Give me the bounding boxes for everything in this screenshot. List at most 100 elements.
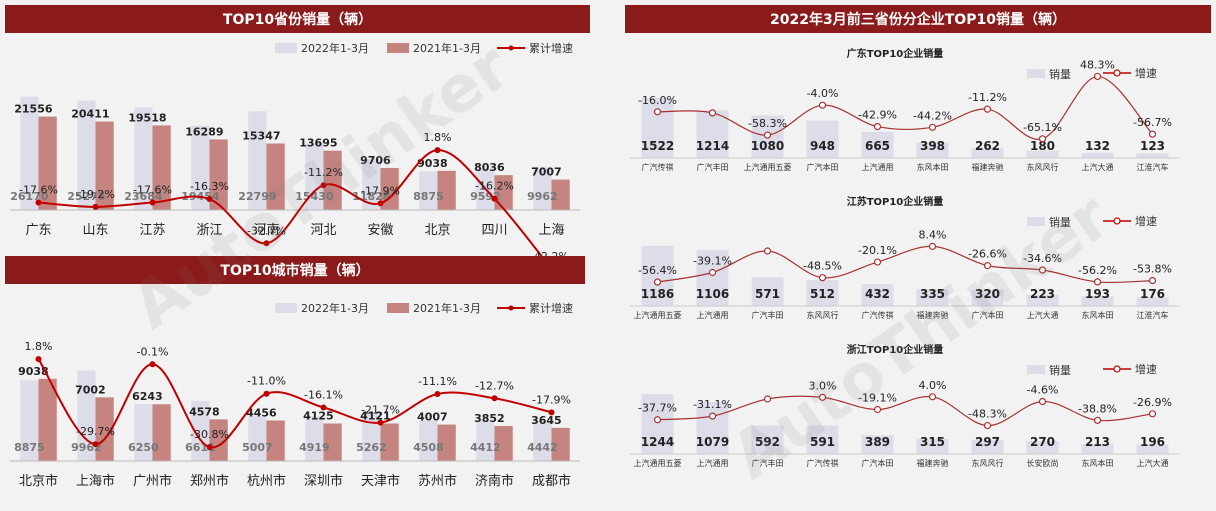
legend-marker-growth: [508, 305, 514, 311]
growth-point: [206, 196, 213, 203]
bar-2022: [77, 100, 96, 210]
growth-point: [92, 203, 99, 210]
growth-point: [434, 147, 441, 154]
legend-label-2021: 2021年1-3月: [413, 41, 481, 55]
bar-2021-label: 4121: [360, 410, 391, 423]
x-tick-label: 上汽通用五菱: [744, 162, 792, 172]
growth-point: [708, 268, 717, 277]
bar-2021: [95, 121, 114, 210]
bar-2022: [305, 143, 324, 210]
legend-label-2022: 2022年1-3月: [301, 301, 369, 315]
x-tick-label: 江苏: [139, 222, 165, 238]
bar-sales: [751, 425, 784, 454]
bar-2021: [266, 143, 285, 210]
legend-label-growth: 增速: [1135, 362, 1157, 376]
x-tick-label: 四川: [481, 223, 507, 238]
bar-2022: [419, 420, 438, 461]
x-tick-label: 上海市: [76, 473, 115, 489]
growth-label: -11.0%: [247, 375, 286, 388]
bar-sales: [696, 401, 729, 454]
bar-2021-label: 3645: [531, 414, 562, 427]
bar-sales: [806, 280, 839, 306]
bar-2021-label: 6243: [132, 390, 163, 403]
bar-sales: [641, 246, 674, 306]
growth-point: [434, 390, 441, 397]
growth-point: [873, 122, 882, 131]
bar-2022-label: 6250: [128, 441, 159, 454]
growth-line: [657, 395, 1153, 427]
bar-2021-label: 4578: [189, 405, 220, 418]
growth-point: [1148, 130, 1157, 138]
bar-sales: [861, 435, 894, 454]
bar-sales: [641, 98, 674, 158]
x-tick-label: 广汽本田: [807, 162, 839, 172]
bar-sales-label: 1214: [696, 139, 729, 153]
bar-sales: [1081, 296, 1114, 306]
growth-point: [873, 405, 882, 414]
x-tick-label: 广汽丰田: [697, 162, 729, 172]
growth-point: [818, 101, 827, 109]
growth-point: [1038, 135, 1047, 143]
province-chart: 2022年1-3月 2021年1-3月 累计增速2617021556广东252752…: [10, 41, 580, 272]
growth-label: 1.8%: [424, 131, 452, 144]
growth-point: [149, 199, 156, 206]
growth-point: [263, 240, 270, 247]
bar-2021-label: 8036: [474, 161, 505, 174]
bar-2022-label: 8875: [413, 190, 444, 203]
bar-sales-label: 512: [810, 287, 835, 301]
bar-sales: [1026, 294, 1059, 306]
bar-2021-label: 4007: [417, 411, 448, 424]
bar-sales-label: 389: [865, 435, 890, 449]
growth-label: -37.7%: [638, 402, 677, 415]
legend-label-2022: 2022年1-3月: [301, 41, 369, 55]
bar-sales: [806, 425, 839, 454]
legend-label-sales: 销量: [1049, 215, 1071, 229]
growth-point: [491, 395, 498, 402]
x-tick-label: 上汽通用: [697, 310, 729, 320]
growth-label: -48.3%: [968, 408, 1007, 421]
growth-point: [1093, 416, 1102, 424]
bar-sales-label: 1080: [751, 139, 784, 153]
bar-sales-label: 1079: [696, 435, 729, 449]
growth-point: [708, 412, 717, 420]
x-tick-label: 广州市: [133, 473, 172, 489]
x-tick-label: 成都市: [532, 473, 571, 489]
growth-label: 1.8%: [25, 340, 53, 353]
growth-label: -19.2%: [76, 188, 115, 201]
bar-2021: [437, 170, 456, 210]
bar-2022: [248, 415, 267, 461]
bar-2022-label: 4412: [470, 441, 501, 454]
bar-2021-label: 19518: [128, 111, 166, 124]
growth-point: [149, 361, 156, 368]
growth-point: [1093, 72, 1102, 81]
bar-2022: [191, 125, 210, 210]
bar-2022: [419, 171, 438, 210]
bar-2021-label: 15347: [242, 129, 280, 142]
bar-2022: [362, 413, 381, 461]
x-tick-label: 上汽通用: [697, 458, 729, 468]
growth-label: -16.0%: [638, 94, 677, 107]
bar-2022: [134, 404, 153, 461]
bar-2022-label: 6611: [185, 441, 216, 454]
growth-label: -58.3%: [748, 117, 787, 130]
bar-2022-label: 8875: [14, 441, 45, 454]
bar-sales-label: 665: [865, 139, 890, 153]
bar-2021: [95, 397, 114, 461]
legend-label-growth: 累计增速: [529, 41, 573, 55]
growth-label: -21.7%: [361, 404, 400, 417]
growth-point: [763, 247, 772, 255]
bar-sales-label: 193: [1085, 287, 1110, 301]
growth-point: [491, 195, 498, 202]
bar-2022-label: 22799: [238, 190, 276, 203]
bar-2021: [323, 423, 342, 461]
province-panel: TOP10省份销量（辆） 2022年1-3月 2021年1-3月 累计增速 26170…: [5, 5, 590, 272]
growth-label: -17.6%: [19, 184, 58, 197]
x-tick-label: 济南市: [475, 473, 514, 489]
x-tick-label: 广东: [25, 223, 51, 238]
bar-2021: [152, 404, 171, 461]
growth-point: [1093, 278, 1102, 286]
growth-label: -11.2%: [968, 91, 1007, 104]
bar-2021-label: 13695: [299, 137, 337, 150]
x-tick-label: 上汽通用五菱: [634, 458, 682, 468]
